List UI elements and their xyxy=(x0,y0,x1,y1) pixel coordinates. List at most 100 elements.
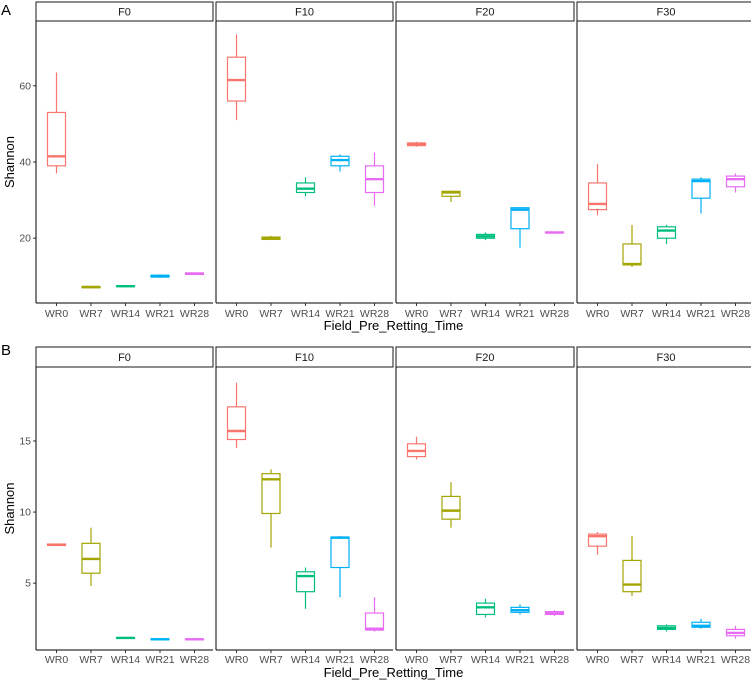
x-tick-label: WR21 xyxy=(145,654,174,666)
x-tick-label: WR21 xyxy=(686,654,715,666)
x-tick-label: WR28 xyxy=(721,654,750,666)
facet-label: F10 xyxy=(295,7,314,19)
box-wr21 xyxy=(330,154,350,172)
box-body xyxy=(656,226,677,239)
box-wr7 xyxy=(81,527,101,587)
x-tick-label: WR21 xyxy=(686,308,715,320)
facet-strip xyxy=(35,1,214,22)
x-tick-label: WR14 xyxy=(291,308,320,320)
box-wr28 xyxy=(544,231,565,234)
box-wr7 xyxy=(441,482,461,528)
box-wr7 xyxy=(261,469,281,548)
box-wr0 xyxy=(587,163,608,216)
x-tick-label: WR21 xyxy=(505,654,534,666)
box-body xyxy=(725,175,746,188)
x-tick-label: WR28 xyxy=(540,654,569,666)
x-tick-label: WR7 xyxy=(620,308,643,320)
facet-strip xyxy=(215,346,394,368)
facet-label: F30 xyxy=(657,7,676,19)
x-tick-label: WR7 xyxy=(259,308,282,320)
box-wr7 xyxy=(622,536,642,596)
x-tick-label: WR28 xyxy=(721,308,750,320)
x-tick-label: WR28 xyxy=(180,308,209,320)
x-tick-label: WR14 xyxy=(111,308,140,320)
x-tick-label: WR21 xyxy=(505,308,534,320)
box-wr0 xyxy=(406,436,427,460)
x-tick-label: WR7 xyxy=(79,308,102,320)
facet-f10: F10 WR0 WR7 WR14 WR21 WR28 xyxy=(215,346,394,666)
y-tick-label: 15 xyxy=(19,435,31,447)
facet-label: F0 xyxy=(118,7,131,19)
x-tick-label: WR0 xyxy=(225,654,248,666)
box-body xyxy=(330,536,350,569)
x-tick-label: WR0 xyxy=(225,308,248,320)
facet-f30: F30 WR0 WR7 WR14 WR21 WR28 xyxy=(576,346,751,666)
facet-strip xyxy=(35,346,214,368)
y-tick-label: 60 xyxy=(19,80,31,92)
box-wr0 xyxy=(587,531,608,555)
y-tick-label: 20 xyxy=(19,233,31,245)
box-wr7 xyxy=(81,285,101,289)
x-tick-label: WR14 xyxy=(652,654,681,666)
box-wr0 xyxy=(226,382,247,449)
box-wr28 xyxy=(725,625,746,639)
x-tick-label: WR14 xyxy=(471,308,500,320)
x-tick-label: WR0 xyxy=(586,654,609,666)
box-wr14 xyxy=(115,636,136,640)
box-body xyxy=(46,111,67,167)
box-body xyxy=(364,612,385,631)
x-tick-label: WR0 xyxy=(45,654,68,666)
x-tick-label: WR0 xyxy=(45,308,68,320)
x-tick-label: WR14 xyxy=(111,654,140,666)
y-axis-title: Shannon xyxy=(2,482,17,534)
box-wr14 xyxy=(295,177,316,197)
box-wr7 xyxy=(622,224,642,267)
box-body xyxy=(510,207,530,230)
facet-f10: F10 WR0 WR7 WR14 WR21 WR28 xyxy=(215,1,394,320)
box-wr0 xyxy=(46,543,67,547)
box-wr21 xyxy=(150,638,170,641)
y-tick-label: 40 xyxy=(19,157,31,169)
box-body xyxy=(261,473,281,515)
box-body xyxy=(295,571,316,593)
x-tick-label: WR14 xyxy=(291,654,320,666)
box-body xyxy=(226,406,247,441)
box-wr21 xyxy=(510,207,530,248)
x-tick-label: WR28 xyxy=(540,308,569,320)
x-tick-label: WR0 xyxy=(586,308,609,320)
box-body xyxy=(691,178,711,199)
facet-f30: F30 WR0 WR7 WR14 WR21 WR28 xyxy=(576,1,751,320)
x-tick-label: WR7 xyxy=(79,654,102,666)
box-wr14 xyxy=(475,232,496,241)
facet-f0: F0 WR0 WR7 WR14 WR21 WR28 xyxy=(35,346,214,666)
facet-label: F30 xyxy=(657,352,676,364)
x-tick-label: WR21 xyxy=(325,308,354,320)
box-body xyxy=(441,495,461,520)
x-tick-label: WR0 xyxy=(405,308,428,320)
x-tick-label: WR14 xyxy=(652,308,681,320)
facet-strip xyxy=(576,346,751,368)
box-wr7 xyxy=(261,235,281,241)
chart-panel-a: A Shannon Field_Pre_Retting_Time 20 40 60 F0 WR… xyxy=(1,1,751,333)
box-body xyxy=(475,602,496,616)
facet-strip xyxy=(395,1,575,22)
x-tick-label: WR7 xyxy=(439,308,462,320)
x-tick-label: WR21 xyxy=(325,654,354,666)
facet-label: F0 xyxy=(118,352,131,364)
panel-tag: A xyxy=(1,2,11,19)
box-wr21 xyxy=(150,274,170,278)
box-wr14 xyxy=(475,598,496,618)
facet-f20: F20 WR0 WR7 WR14 WR21 WR28 xyxy=(395,1,575,320)
box-wr0 xyxy=(46,72,67,174)
facet-label: F10 xyxy=(295,352,314,364)
box-wr21 xyxy=(510,604,530,615)
facet-strip xyxy=(215,1,394,22)
x-tick-label: WR14 xyxy=(471,654,500,666)
x-tick-label: WR28 xyxy=(360,654,389,666)
facet-label: F20 xyxy=(476,352,495,364)
box-wr7 xyxy=(441,190,461,203)
x-tick-label: WR21 xyxy=(145,308,174,320)
box-wr28 xyxy=(184,272,205,276)
box-wr14 xyxy=(295,567,316,609)
